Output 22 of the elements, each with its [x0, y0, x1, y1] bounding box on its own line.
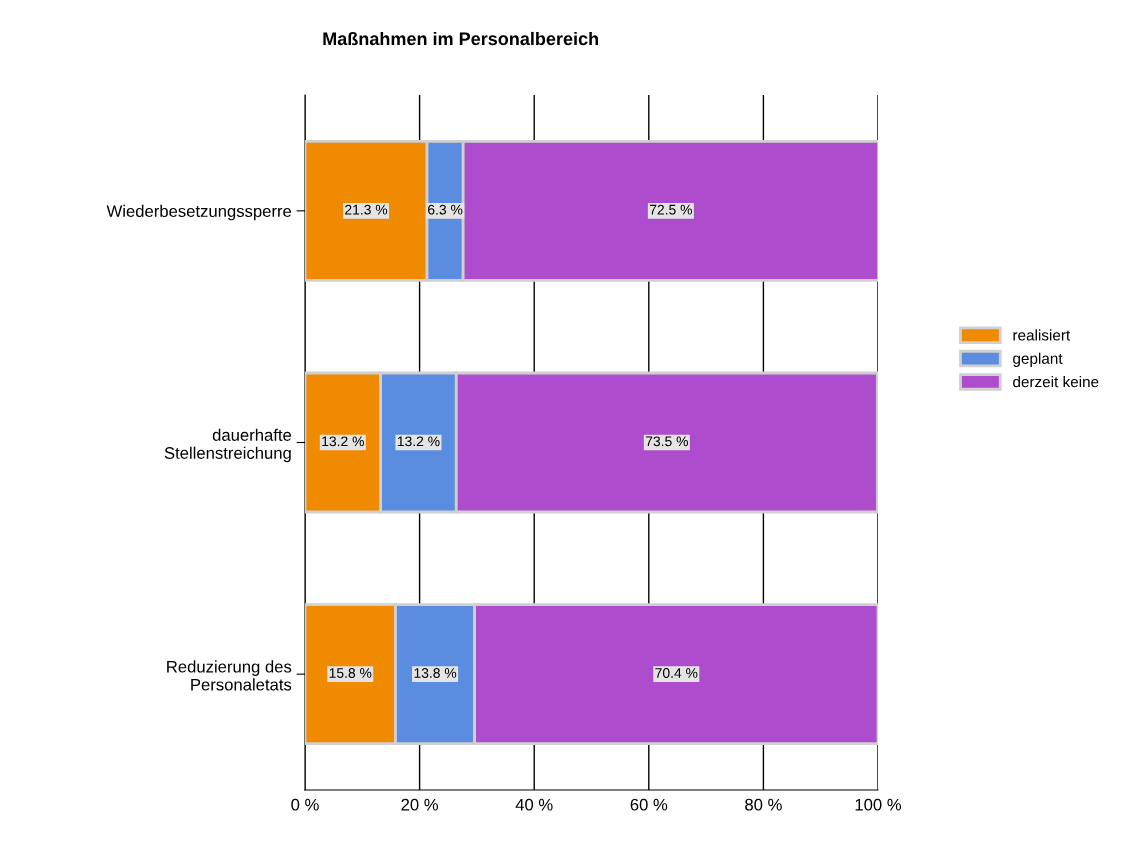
- y-tick-label: Reduzierung des Personaletats: [167, 660, 292, 691]
- legend-label: derzeit keine: [1013, 376, 1099, 388]
- data-label: 72.5 %: [649, 204, 692, 215]
- x-tick-label: 100 %: [855, 798, 902, 811]
- y-tick-label: Wiederbesetzungssperre: [106, 204, 292, 221]
- data-label: 6.3 %: [428, 204, 463, 215]
- legend-label: realisiert: [1013, 329, 1071, 341]
- data-label: 13.2 %: [397, 436, 440, 447]
- legend-label: geplant: [1013, 352, 1063, 367]
- data-label: 70.4 %: [655, 668, 698, 678]
- data-label: 13.2 %: [322, 436, 364, 447]
- x-tick-label: 0 %: [291, 798, 319, 811]
- x-tick-label: 20 %: [401, 798, 438, 811]
- x-tick-label: 80 %: [745, 798, 782, 811]
- data-label: 15.8 %: [329, 668, 372, 678]
- y-tick-label: dauerhafte Stellenstreichung: [164, 428, 292, 463]
- data-label: 73.5 %: [645, 436, 688, 447]
- x-tick-label: 60 %: [630, 798, 668, 811]
- x-tick-label: 40 %: [515, 798, 553, 811]
- data-label: 13.8 %: [414, 668, 457, 678]
- chart-title: Maßnahmen im Personalbereich: [323, 31, 599, 46]
- data-label: 21.3 %: [345, 204, 388, 215]
